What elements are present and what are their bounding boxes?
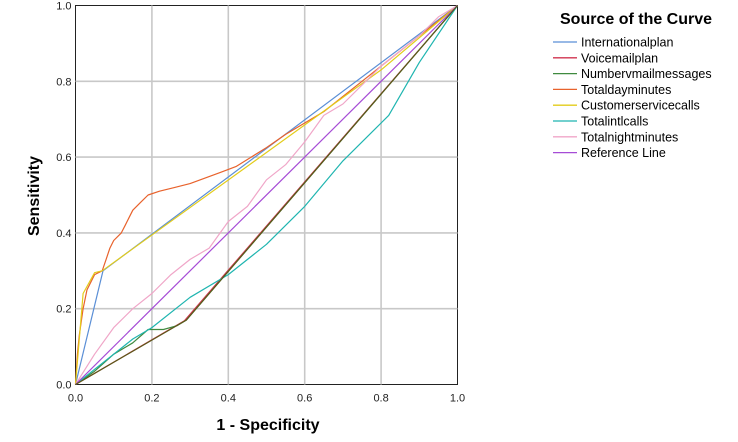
y-ticks: 0.0 0.2 0.4 0.6 0.8 1.0 (56, 1, 71, 392)
series-line-customerservicecalls (74, 5, 458, 385)
curves (74, 4, 458, 386)
x-ticks: 0.0 0.2 0.4 0.6 0.8 1.0 (68, 393, 465, 405)
x-tick-label: 0.2 (144, 393, 159, 405)
x-tick-label: 0.4 (221, 393, 236, 405)
y-axis-title: Sensitivity (26, 156, 43, 236)
legend-label-reference-line: Reference Line (581, 146, 666, 160)
y-tick-label: 0.6 (56, 152, 71, 164)
legend-label-totalnightminutes: Totalnightminutes (581, 130, 678, 144)
x-tick-label: 0.6 (297, 393, 312, 405)
legend-label-voicemailplan: Voicemailplan (581, 51, 658, 65)
legend-title: Source of the Curve (560, 11, 712, 28)
x-tick-label: 0.0 (68, 393, 83, 405)
grid-lines (75, 5, 458, 385)
legend-label-numbervmailmessages: Numbervmailmessages (581, 67, 712, 81)
x-tick-label: 0.8 (373, 393, 388, 405)
series-line-totalintlcalls (75, 5, 458, 385)
y-tick-label: 1.0 (56, 1, 71, 13)
legend-label-customerservicecalls: Customerservicecalls (581, 99, 700, 113)
legend-label-internationalplan: Internationalplan (581, 36, 673, 50)
series-line-totalnightminutes (74, 4, 458, 385)
y-tick-label: 0.4 (56, 228, 71, 240)
y-tick-label: 0.0 (56, 380, 71, 392)
series-line-reference-line (75, 5, 458, 385)
legend-label-totaldayminutes: Totaldayminutes (581, 83, 671, 97)
legend-label-totalintlcalls: Totalintlcalls (581, 115, 648, 129)
x-axis-title: 1 - Specificity (216, 417, 319, 434)
series-line-totaldayminutes (74, 5, 458, 385)
series-line-unlabeled (75, 5, 458, 386)
x-tick-label: 1.0 (450, 393, 465, 405)
y-tick-label: 0.8 (56, 76, 71, 88)
y-tick-label: 0.2 (56, 304, 71, 316)
